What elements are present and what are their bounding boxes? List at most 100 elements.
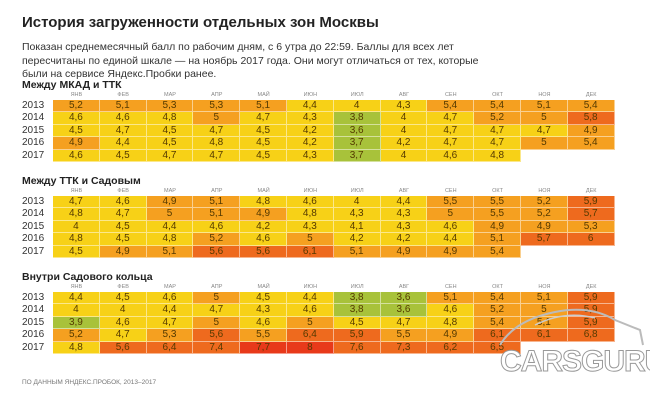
heatmap-cell: 5,4	[474, 100, 521, 113]
month-label: АВГ	[398, 284, 410, 290]
heatmap-cell: 4,9	[474, 220, 521, 234]
heatmap-cell: 4,9	[520, 220, 568, 234]
heatmap-cell: 5,2	[474, 112, 521, 125]
heatmap-cell: 4,2	[380, 233, 428, 246]
heatmap-cell: 4,5	[240, 137, 287, 150]
month-label: ЯНВ	[70, 284, 83, 290]
empty-cell	[568, 246, 615, 258]
month-label: ОКТ	[492, 188, 503, 194]
heatmap-cell: 4,6	[240, 316, 287, 330]
heatmap-cell: 4,5	[99, 220, 147, 234]
heatmap-cell: 4,3	[286, 149, 334, 162]
heatmap-cell: 5,7	[520, 233, 568, 246]
year-label: 2016	[22, 137, 45, 149]
heatmap-cell: 6,2	[427, 341, 475, 354]
heatmap-cell: 5,5	[474, 208, 521, 221]
heatmap-cell: 4,7	[99, 208, 147, 221]
heatmap-cell: 5,3	[146, 100, 194, 113]
heatmap-cell: 4,9	[99, 245, 147, 258]
heatmap-cell: 5,4	[567, 137, 615, 150]
heatmap-cell: 4,6	[427, 304, 475, 317]
heatmap-cell: 5,1	[520, 292, 568, 305]
month-label: АВГ	[398, 92, 410, 98]
heatmap-cell: 5,1	[146, 245, 194, 258]
heatmap-cell: 5,1	[520, 316, 568, 330]
heatmap-cell: 4,5	[99, 149, 147, 162]
heatmap-cell: 5,2	[520, 196, 568, 209]
heatmap-cell: 5,1	[520, 100, 568, 113]
empty-cell	[521, 246, 568, 258]
section-title: Между МКАД и ТТК	[22, 79, 122, 91]
heatmap-cell: 4,7	[474, 137, 521, 150]
empty-cell	[568, 150, 615, 162]
year-label: 2017	[22, 341, 45, 353]
heatmap-cell: 5,9	[333, 329, 381, 342]
heatmap-cell: 3,6	[380, 304, 428, 317]
month-label: СЕН	[444, 284, 457, 290]
table-ttk-sadovoe: Между ТТК и Садовым ЯНВ ФЕВ МАР АПР МАЙ ИЮН ИЮЛ…	[22, 175, 622, 258]
month-label: ИЮН	[303, 284, 318, 290]
heatmap-cell: 4,6	[99, 112, 147, 125]
heatmap-cell: 5,1	[240, 100, 287, 113]
heatmap-cell: 5,3	[193, 100, 241, 113]
heatmap-cell: 6,1	[520, 329, 568, 342]
heatmap-cell: 4,6	[99, 196, 147, 209]
watermark-logo: CARSGURU	[499, 345, 650, 379]
heatmap-cell: 4,3	[380, 220, 428, 234]
year-label: 2015	[22, 124, 45, 136]
heatmap-cell: 4	[380, 124, 428, 138]
heatmap-cell: 5	[286, 316, 334, 330]
year-label: 2013	[22, 292, 45, 303]
heatmap-cell: 4,5	[99, 233, 147, 246]
heatmap-cell: 4,7	[193, 304, 241, 317]
heatmap-cell: 4,3	[380, 100, 428, 113]
heatmap-cell: 4,6	[99, 316, 147, 330]
heatmap-cell: 4,7	[520, 124, 568, 138]
month-label: МАР	[164, 92, 176, 98]
heatmap-cell: 4,9	[427, 329, 475, 342]
heatmap-cell: 5	[193, 112, 241, 125]
heatmap-cell: 4,7	[474, 124, 521, 138]
heatmap-cell: 4,4	[146, 220, 194, 234]
heatmap-cell: 4,5	[240, 124, 287, 138]
heatmap-cell: 4,7	[146, 316, 194, 330]
heatmap-cell: 4,6	[53, 112, 100, 125]
heatmap-cell: 4,4	[427, 233, 475, 246]
month-label: ИЮЛ	[350, 284, 364, 290]
month-label: СЕН	[444, 188, 457, 194]
heatmap-cell: 4,6	[427, 149, 475, 162]
heatmap-cell: 4	[380, 149, 428, 162]
heatmap-cell: 6,8	[567, 329, 615, 342]
section-title: Между ТТК и Садовым	[22, 175, 141, 187]
page-title: История загруженности отдельных зон Моск…	[22, 14, 379, 31]
heatmap-cell: 4,8	[427, 316, 475, 330]
description: Показан среднемесячный балл по рабочим д…	[22, 41, 479, 80]
heatmap-cell: 4,3	[380, 208, 428, 221]
heatmap-cell: 4,6	[286, 304, 334, 317]
heatmap-cell: 4,6	[427, 220, 475, 234]
heatmap-cell: 4,5	[333, 316, 381, 330]
heatmap-cell: 5,1	[427, 292, 475, 305]
heatmap-cell: 5,9	[567, 196, 615, 209]
heatmap-cell: 3,8	[333, 112, 381, 125]
heatmap-cell: 4,2	[333, 233, 381, 246]
heatmap-cell: 4,4	[53, 292, 100, 305]
heatmap-cell: 5,4	[474, 316, 521, 330]
heatmap-cell: 4,6	[53, 149, 100, 162]
heatmap-cell: 3,8	[333, 292, 381, 305]
heatmap-cell: 4,7	[240, 112, 287, 125]
heatmap-cell: 4,5	[240, 149, 287, 162]
month-label: ЯНВ	[70, 188, 83, 194]
heatmap-cell: 5	[146, 208, 194, 221]
heatmap-cell: 6,1	[286, 245, 334, 258]
heatmap-cell: 4,9	[53, 137, 100, 150]
heatmap-cell: 5,5	[474, 196, 521, 209]
month-label: СЕН	[444, 92, 457, 98]
heatmap-cell: 5,6	[99, 341, 147, 354]
heatmap-cell: 4,9	[427, 245, 475, 258]
heatmap-cell: 4,7	[427, 137, 475, 150]
heatmap-cell: 4,7	[146, 149, 194, 162]
heatmap-cell: 5,3	[146, 329, 194, 342]
heatmap-cell: 4,8	[240, 196, 287, 209]
heatmap-cell: 5,2	[474, 304, 521, 317]
